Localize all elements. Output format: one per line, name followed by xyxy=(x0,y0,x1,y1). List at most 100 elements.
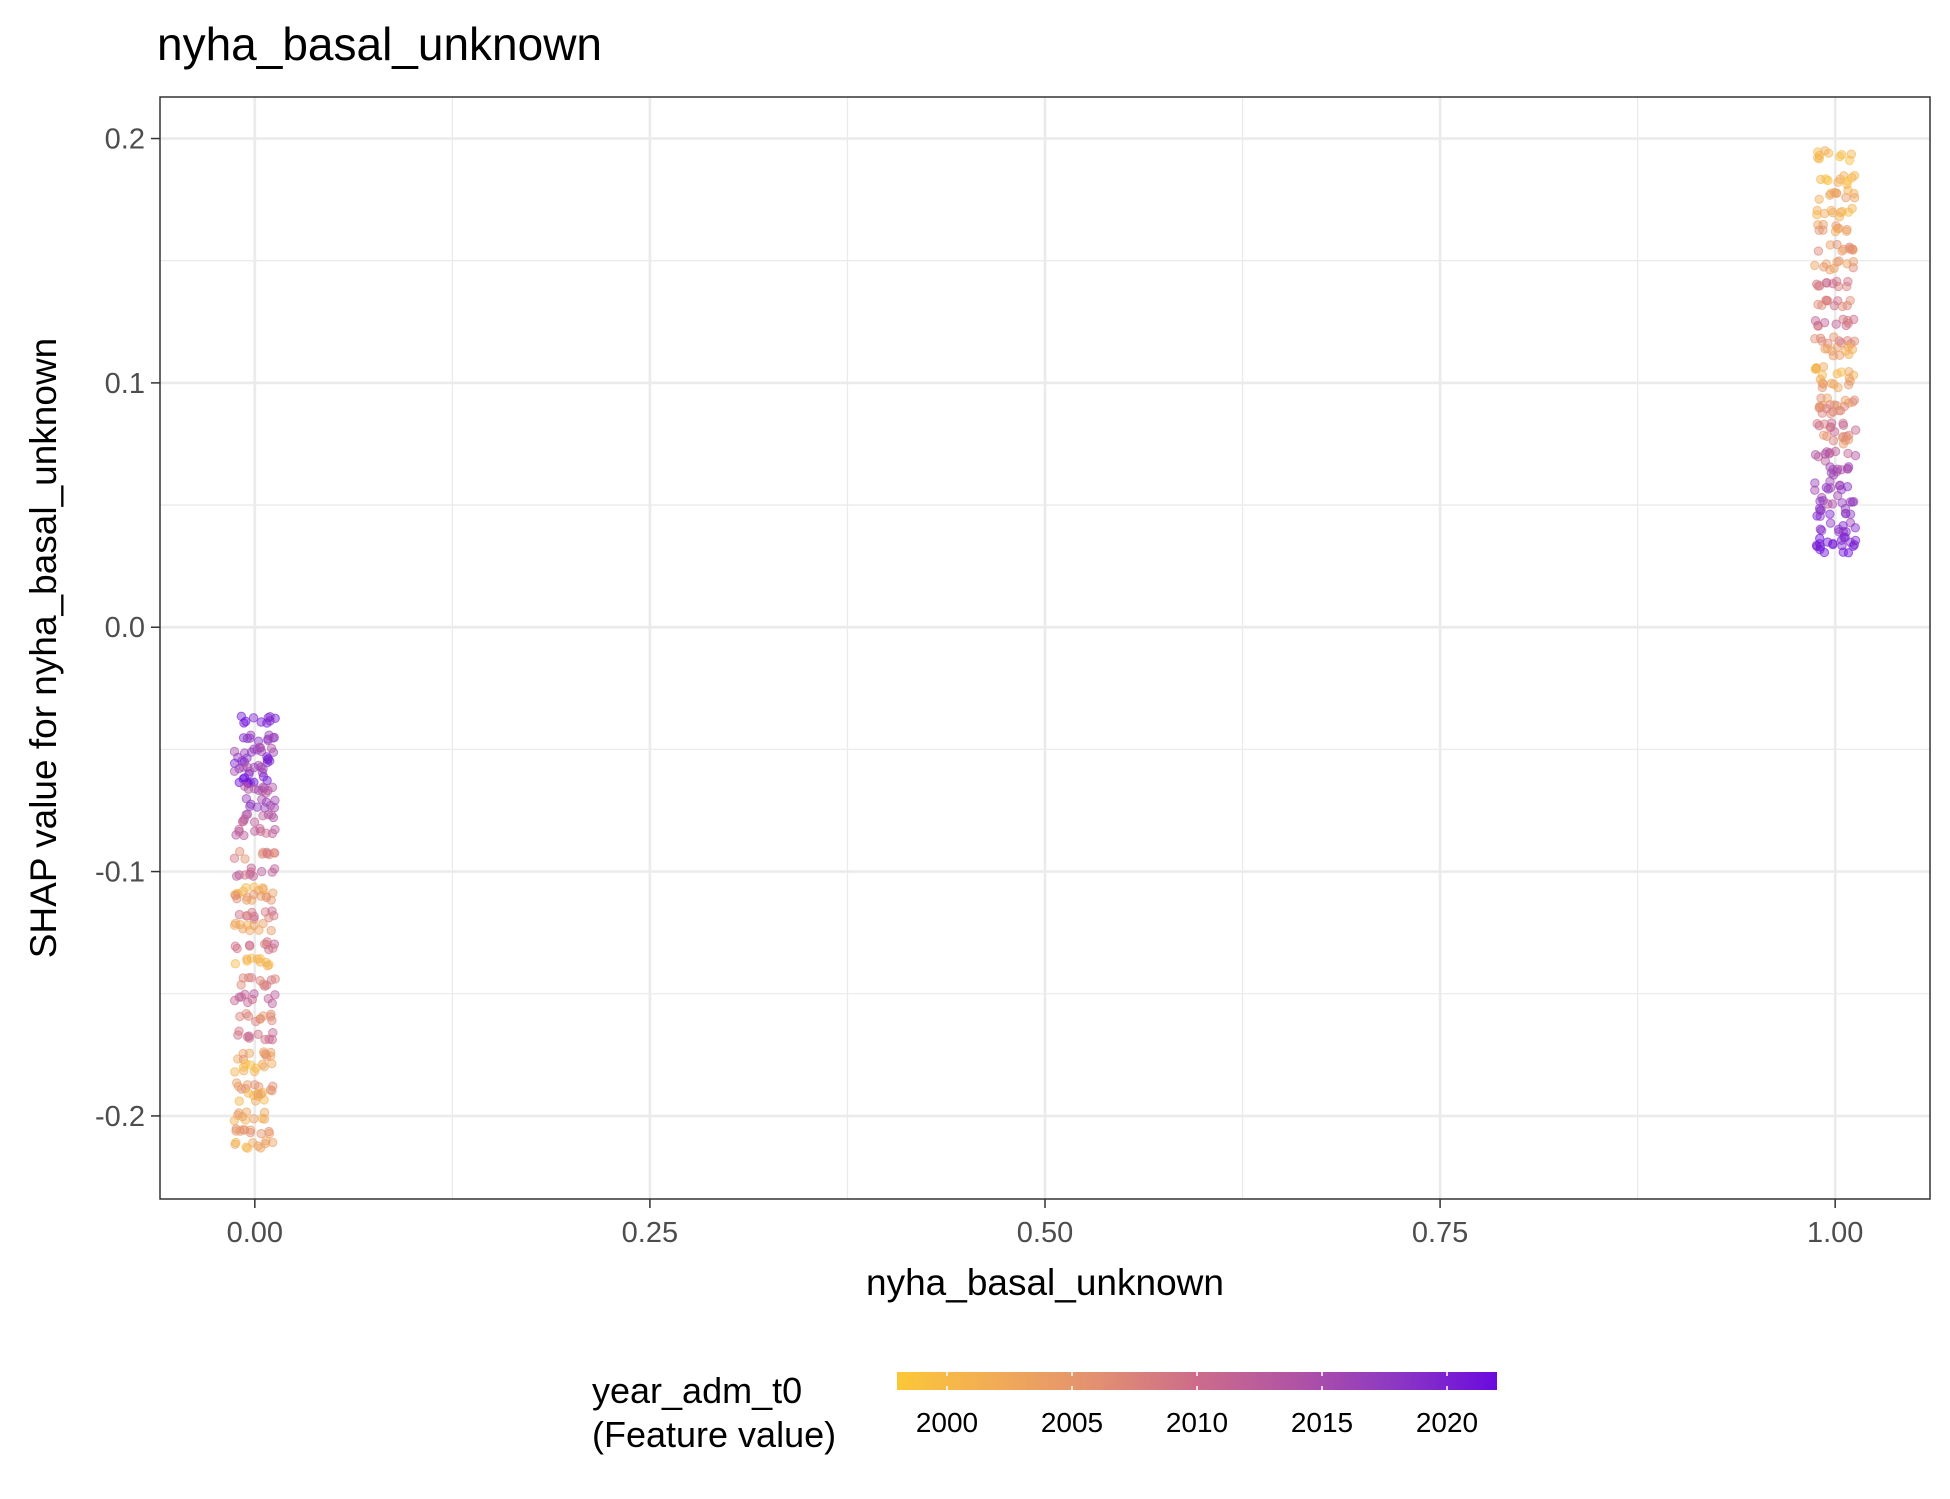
data-point xyxy=(260,1138,271,1149)
data-point xyxy=(229,766,240,777)
data-point xyxy=(242,956,252,966)
data-point xyxy=(1837,206,1847,217)
data-point xyxy=(1850,425,1861,435)
data-point xyxy=(255,1013,266,1024)
chart-title: nyha_basal_unknown xyxy=(157,18,602,70)
data-point xyxy=(268,733,278,743)
data-point xyxy=(1844,373,1854,383)
data-point xyxy=(1840,395,1850,406)
data-point xyxy=(231,1126,241,1136)
data-point xyxy=(1820,146,1830,156)
data-point xyxy=(1813,147,1823,157)
data-point xyxy=(1842,464,1853,474)
data-point xyxy=(1813,299,1823,310)
data-point xyxy=(261,892,272,903)
data-point xyxy=(253,785,264,796)
data-point xyxy=(1838,420,1849,430)
data-point xyxy=(245,1060,256,1070)
x-tick-label: 1.00 xyxy=(1807,1217,1863,1249)
data-point xyxy=(230,890,241,901)
data-point xyxy=(269,939,280,949)
data-point xyxy=(243,972,254,983)
data-point xyxy=(1847,203,1857,214)
data-point xyxy=(244,940,255,950)
data-point xyxy=(1815,374,1826,385)
data-point xyxy=(1843,185,1853,196)
data-point xyxy=(1815,506,1825,516)
data-point xyxy=(229,853,240,864)
colorbar-tick-label: 2000 xyxy=(916,1407,978,1438)
y-tick-label: -0.1 xyxy=(95,857,145,889)
data-point xyxy=(1833,491,1843,501)
x-axis: 0.00 0.25 0.50 0.75 1.00 xyxy=(227,1199,1863,1249)
data-point xyxy=(237,1111,248,1122)
data-point xyxy=(230,1067,240,1077)
y-tick-label: 0.1 xyxy=(105,368,145,400)
data-point xyxy=(234,763,244,774)
data-point xyxy=(247,895,257,905)
data-point xyxy=(242,753,252,763)
data-point xyxy=(1848,541,1858,551)
data-point xyxy=(1829,332,1839,342)
data-point xyxy=(1830,446,1841,457)
data-point xyxy=(259,1047,269,1057)
data-point xyxy=(235,846,245,857)
data-point xyxy=(1849,395,1860,405)
data-point xyxy=(1835,174,1845,184)
data-point xyxy=(238,1062,249,1072)
data-point xyxy=(1837,301,1848,312)
data-point xyxy=(234,992,245,1002)
data-point xyxy=(1822,296,1833,306)
data-point xyxy=(1825,483,1836,493)
x-axis-title: nyha_basal_unknown xyxy=(866,1262,1224,1303)
data-point xyxy=(241,716,251,727)
data-point xyxy=(1810,315,1821,326)
data-point xyxy=(264,944,274,955)
data-point xyxy=(265,716,275,726)
data-point xyxy=(1825,240,1836,250)
data-point xyxy=(268,1027,278,1038)
data-point xyxy=(1832,239,1842,250)
data-point xyxy=(234,1108,244,1118)
data-point xyxy=(1810,485,1820,495)
data-point xyxy=(263,754,273,764)
data-point xyxy=(1850,523,1860,533)
data-point xyxy=(1834,211,1845,222)
y-tick-label: 0.0 xyxy=(105,612,145,644)
colorbar-tick-label: 2010 xyxy=(1166,1407,1228,1438)
data-point xyxy=(250,1016,261,1027)
data-point xyxy=(1848,257,1859,267)
colorbar xyxy=(897,1372,1497,1390)
data-point xyxy=(236,980,246,990)
data-point xyxy=(1822,537,1833,547)
data-point xyxy=(258,979,269,989)
data-point xyxy=(242,920,253,931)
data-point xyxy=(1825,509,1835,519)
data-point xyxy=(230,918,241,928)
data-point xyxy=(1815,174,1826,185)
data-point xyxy=(1825,518,1836,528)
data-point xyxy=(1831,319,1841,329)
data-point xyxy=(252,954,263,964)
x-tick-label: 0.25 xyxy=(622,1217,678,1249)
data-point xyxy=(1843,380,1854,390)
data-point xyxy=(257,794,267,804)
data-point xyxy=(1840,532,1850,542)
data-point xyxy=(1828,539,1838,550)
data-point xyxy=(1823,499,1833,509)
data-point xyxy=(267,782,278,793)
data-point xyxy=(249,889,259,900)
data-point xyxy=(1830,226,1841,237)
data-point xyxy=(1849,540,1860,550)
x-tick-label: 0.00 xyxy=(227,1217,283,1249)
data-point xyxy=(262,847,272,858)
y-axis: -0.2 -0.1 0.0 0.1 0.2 xyxy=(95,124,160,1133)
panel xyxy=(159,96,1931,1200)
data-point xyxy=(231,1137,241,1148)
data-point xyxy=(234,909,245,920)
data-point xyxy=(268,888,278,898)
data-point xyxy=(1822,393,1832,403)
data-point xyxy=(1829,263,1839,273)
y-tick-label: 0.2 xyxy=(105,124,145,156)
data-point xyxy=(258,883,268,893)
